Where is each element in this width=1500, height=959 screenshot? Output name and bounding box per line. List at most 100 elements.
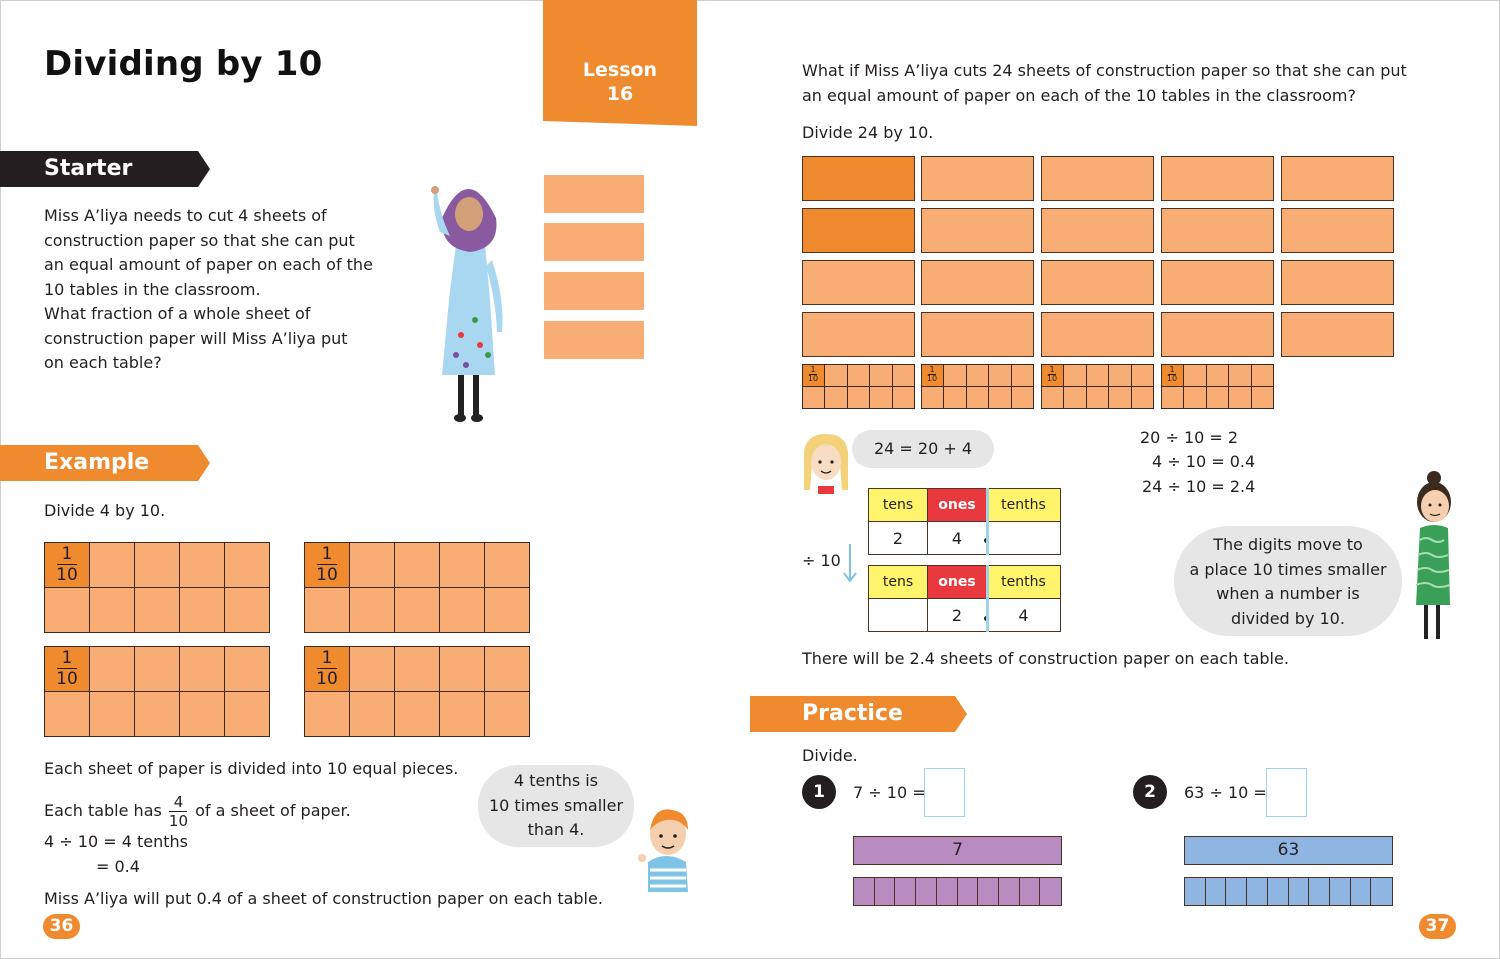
digit-cell: 4 bbox=[986, 598, 1061, 632]
tenths-grid: 1 10 bbox=[44, 542, 270, 633]
question-1-text: 7 ÷ 10 = bbox=[853, 783, 926, 802]
speech-bubble: 4 tenths is 10 times smaller than 4. bbox=[478, 765, 634, 847]
paper-sheet bbox=[1041, 260, 1154, 305]
header-tenths: tenths bbox=[986, 565, 1061, 599]
paper-sheet bbox=[802, 208, 915, 253]
answer-box-2[interactable] bbox=[1266, 768, 1307, 817]
starter-heading: Starter bbox=[44, 156, 133, 181]
bar-model-tenths bbox=[853, 877, 1062, 906]
place-value-table: tens ones tenths 2 4 bbox=[868, 488, 1061, 555]
paper-sheet bbox=[1161, 260, 1274, 305]
fraction-label: 1 10 bbox=[316, 544, 338, 585]
page-title: Dividing by 10 bbox=[44, 44, 323, 84]
place-value-table: tens ones tenths 2 4 bbox=[868, 565, 1061, 632]
paper-sheet bbox=[1281, 156, 1394, 201]
example-heading: Example bbox=[44, 450, 150, 475]
decimal-divider bbox=[986, 488, 989, 555]
starter-banner: Starter bbox=[0, 151, 210, 187]
example-conclusion: Miss A’liya will put 0.4 of a sheet of c… bbox=[44, 889, 603, 908]
paper-sheet bbox=[802, 260, 915, 305]
teacher-illustration-icon bbox=[431, 186, 503, 422]
girl-illustration-icon bbox=[803, 434, 849, 494]
paper-sheet bbox=[802, 156, 915, 201]
example-explain-2: Each table has 4 10 of a sheet of paper. bbox=[44, 793, 351, 830]
small-tenths-grid: 1 10 bbox=[802, 364, 915, 409]
paper-sheet bbox=[1161, 156, 1274, 201]
paper-sheet bbox=[1041, 312, 1154, 357]
right-question: What if Miss A’liya cuts 24 sheets of co… bbox=[802, 61, 1407, 105]
paper-sheet bbox=[802, 312, 915, 357]
paper-sheet bbox=[1281, 208, 1394, 253]
tenths-grid: 1 10 bbox=[304, 646, 530, 737]
answer-box-1[interactable] bbox=[924, 768, 965, 817]
paper-sheet bbox=[1161, 312, 1274, 357]
header-ones: ones bbox=[927, 565, 987, 599]
practice-banner: Practice bbox=[750, 696, 967, 732]
inline-fraction: 4 10 bbox=[168, 793, 189, 830]
digit-cell: 2 bbox=[927, 598, 987, 632]
lesson-tab: Lesson 16 bbox=[543, 0, 697, 126]
starter-line: What fraction of a whole sheet of bbox=[44, 304, 311, 323]
right-instruction: Divide 24 by 10. bbox=[802, 123, 934, 142]
small-tenths-grid: 1 10 bbox=[1161, 364, 1274, 409]
paper-sheet bbox=[1281, 260, 1394, 305]
speech-bubble: The digits move to a place 10 times smal… bbox=[1174, 526, 1402, 636]
paper-sheet bbox=[543, 222, 645, 262]
example-explain-1: Each sheet of paper is divided into 10 e… bbox=[44, 759, 459, 778]
digit-cell: 4 bbox=[927, 521, 987, 555]
question-number-1: 1 bbox=[802, 775, 836, 809]
tenths-grid: 1 10 bbox=[44, 646, 270, 737]
starter-line: 10 tables in the classroom. bbox=[44, 279, 261, 299]
right-conclusion: There will be 2.4 sheets of construction… bbox=[802, 649, 1289, 668]
question-2-text: 63 ÷ 10 = bbox=[1184, 783, 1267, 802]
paper-sheet bbox=[543, 174, 645, 214]
decimal-divider bbox=[986, 565, 989, 632]
starter-line: Miss A’liya needs to cut 4 sheets of bbox=[44, 206, 327, 225]
example-equation-1: 4 ÷ 10 = 4 tenths bbox=[44, 832, 188, 851]
starter-line: an equal amount of paper on each of the bbox=[44, 255, 373, 274]
digit-cell bbox=[986, 521, 1061, 555]
speech-bubble: 24 = 20 + 4 bbox=[852, 430, 994, 468]
page-number-left: 36 bbox=[43, 914, 80, 939]
starter-line: construction paper will Miss A’liya put bbox=[44, 328, 348, 348]
equation-line: 20 ÷ 10 = 2 bbox=[1140, 428, 1239, 447]
divide-label: ÷ 10 bbox=[802, 551, 841, 570]
digit-cell bbox=[868, 598, 928, 632]
header-ones: ones bbox=[927, 488, 987, 522]
example-equation-2: = 0.4 bbox=[96, 857, 140, 876]
page-number-right: 37 bbox=[1419, 914, 1456, 939]
girl-green-illustration-icon bbox=[1415, 471, 1451, 639]
lesson-number: 16 bbox=[606, 83, 634, 105]
fraction-label: 1 10 bbox=[1046, 365, 1058, 383]
starter-text: Miss A’liya needs to cut 4 sheets of con… bbox=[44, 204, 404, 376]
starter-line: construction paper so that she can put bbox=[44, 230, 355, 250]
equation-line: 24 ÷ 10 = 2.4 bbox=[1142, 477, 1256, 496]
fraction-label: 1 10 bbox=[56, 544, 78, 585]
paper-sheet bbox=[921, 208, 1034, 253]
fraction-label: 1 10 bbox=[926, 365, 938, 383]
question-number-2: 2 bbox=[1133, 775, 1167, 809]
sheets-grid bbox=[802, 156, 1394, 358]
small-tenths-grid: 1 10 bbox=[921, 364, 1034, 409]
equation-line: 4 ÷ 10 = 0.4 bbox=[1152, 452, 1256, 471]
practice-instruction: Divide. bbox=[802, 746, 858, 765]
example-instruction: Divide 4 by 10. bbox=[44, 501, 166, 520]
bar-model-whole: 63 bbox=[1184, 836, 1393, 865]
paper-sheet bbox=[1281, 312, 1394, 357]
paper-sheet bbox=[543, 271, 645, 311]
paper-sheet bbox=[921, 156, 1034, 201]
paper-sheet bbox=[543, 320, 645, 360]
boy-illustration-icon bbox=[638, 809, 688, 892]
header-tenths: tenths bbox=[986, 488, 1061, 522]
paper-sheet bbox=[1161, 208, 1274, 253]
paper-sheet bbox=[921, 260, 1034, 305]
fraction-label: 1 10 bbox=[1166, 365, 1178, 383]
header-tens: tens bbox=[868, 565, 928, 599]
fraction-label: 1 10 bbox=[316, 648, 338, 689]
practice-heading: Practice bbox=[802, 701, 903, 726]
bar-model-tenths bbox=[1184, 877, 1393, 906]
example-banner: Example bbox=[0, 445, 210, 481]
fraction-label: 1 10 bbox=[807, 365, 819, 383]
paper-sheet bbox=[1041, 156, 1154, 201]
lesson-label: Lesson bbox=[582, 59, 658, 81]
